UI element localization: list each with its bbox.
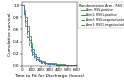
Y-axis label: Cumulative survival: Cumulative survival [8, 12, 12, 56]
X-axis label: Time to Fit for Discharge (hours): Time to Fit for Discharge (hours) [15, 74, 85, 78]
Legend: Arm: RSV-positive, Arm1: RSV1-positive, Arm2: RSV-negative/unknown, Arm1: RSV1-n: Arm: RSV-positive, Arm1: RSV1-positive, … [78, 2, 124, 28]
